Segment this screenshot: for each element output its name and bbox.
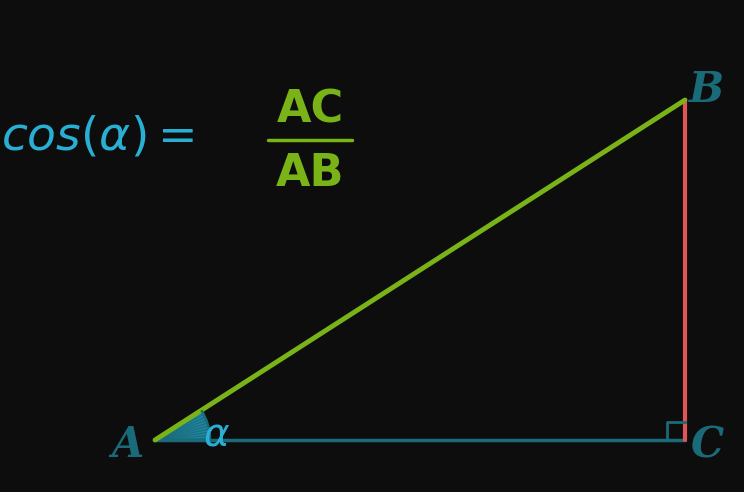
Text: C: C	[690, 424, 724, 466]
Text: AB: AB	[276, 153, 344, 195]
Text: $cos(\alpha)=$: $cos(\alpha)=$	[1, 115, 194, 159]
Text: AC: AC	[276, 89, 344, 131]
Text: $\alpha$: $\alpha$	[203, 417, 231, 454]
Wedge shape	[155, 410, 210, 440]
Text: B: B	[690, 69, 725, 111]
Text: A: A	[111, 424, 143, 466]
